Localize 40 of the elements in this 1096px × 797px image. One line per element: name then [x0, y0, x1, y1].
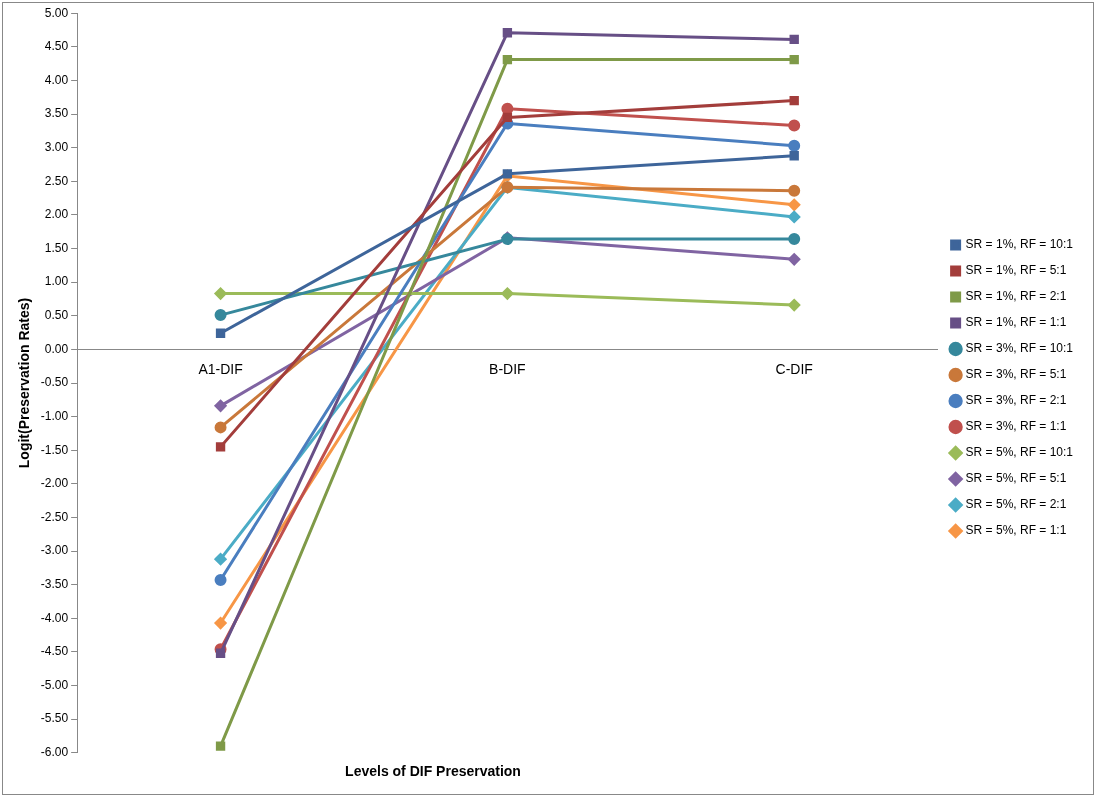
legend-label: SR = 1%, RF = 10:1 [965, 237, 1074, 252]
y-tick-label: -5.50 [40, 711, 69, 726]
y-tick-label: 3.00 [44, 139, 69, 154]
y-tick-label: -5.00 [40, 677, 69, 692]
y-axis-title: Logit(Preservation Rates) [16, 297, 33, 469]
y-tick-label: 4.50 [44, 39, 69, 54]
y-tick-label: -3.50 [40, 577, 69, 592]
y-tick-label: -4.50 [40, 644, 69, 659]
y-tick-label: 0.00 [44, 341, 69, 356]
legend-label: SR = 3%, RF = 10:1 [965, 341, 1074, 356]
y-tick-label: -3.00 [40, 543, 69, 558]
legend-label: SR = 5%, RF = 5:1 [965, 471, 1067, 486]
legend-label: SR = 3%, RF = 2:1 [965, 393, 1067, 408]
legend-label: SR = 1%, RF = 1:1 [965, 315, 1067, 330]
legend-label: SR = 5%, RF = 2:1 [965, 497, 1067, 512]
y-tick-label: 0.50 [44, 308, 69, 323]
legend-label: SR = 1%, RF = 5:1 [965, 263, 1067, 278]
y-tick-label: 2.00 [44, 207, 69, 222]
y-tick-label: -1.50 [40, 442, 69, 457]
y-tick-label: -4.00 [40, 610, 69, 625]
y-tick-label: -2.50 [40, 509, 69, 524]
y-tick-label: -6.00 [40, 745, 69, 760]
y-tick-label: 1.50 [44, 240, 69, 255]
y-tick-label: 2.50 [44, 173, 69, 188]
y-tick-label: -1.00 [40, 408, 69, 423]
x-axis-title: Levels of DIF Preservation [344, 763, 522, 779]
legend-label: SR = 5%, RF = 10:1 [965, 445, 1074, 460]
y-tick-label: 5.00 [44, 5, 69, 20]
x-tick-label: B-DIF [489, 360, 526, 377]
legend-label: SR = 5%, RF = 1:1 [965, 523, 1067, 538]
legend-label: SR = 1%, RF = 2:1 [965, 289, 1067, 304]
y-tick-label: 4.00 [44, 72, 69, 87]
legend-label: SR = 3%, RF = 5:1 [965, 367, 1067, 382]
y-tick-label: -2.00 [40, 476, 69, 491]
y-tick-label: -0.50 [40, 375, 69, 390]
x-tick-label: C-DIF [775, 360, 813, 377]
legend-label: SR = 3%, RF = 1:1 [965, 419, 1067, 434]
y-tick-label: 3.50 [44, 106, 69, 121]
x-tick-label: A1-DIF [198, 360, 243, 377]
y-tick-label: 1.00 [44, 274, 69, 289]
